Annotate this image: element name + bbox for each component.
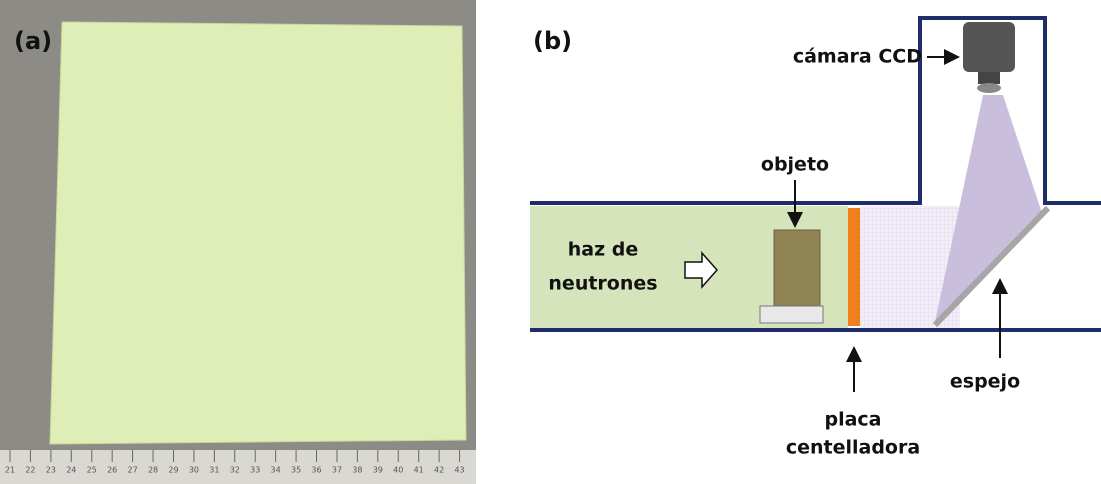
ruler-number: 43 bbox=[454, 466, 464, 475]
label: haz de bbox=[568, 239, 639, 261]
object bbox=[774, 230, 820, 306]
label: neutrones bbox=[548, 273, 657, 295]
ruler-number: 29 bbox=[168, 466, 178, 475]
ruler-number: 38 bbox=[352, 466, 362, 475]
ruler-number: 40 bbox=[393, 466, 403, 475]
ruler-number: 21 bbox=[5, 466, 15, 475]
ruler-number: 41 bbox=[414, 466, 424, 475]
label: espejo bbox=[950, 371, 1020, 393]
figure: (a) 21 22 23 24 25 26 27 28 29 30 31 32 33 34 35 36 37 38… bbox=[0, 0, 1101, 484]
ruler-number: 42 bbox=[434, 466, 444, 475]
camera-lens bbox=[977, 83, 1001, 93]
label: cámara CCD bbox=[793, 46, 922, 68]
ruler-number: 34 bbox=[271, 466, 281, 475]
ruler-number: 37 bbox=[332, 466, 342, 475]
ruler-number: 27 bbox=[128, 466, 138, 475]
panel-label: (a) bbox=[14, 27, 52, 55]
panel-label: (b) bbox=[533, 27, 572, 55]
ruler-number: 26 bbox=[107, 466, 117, 475]
ruler-number: 22 bbox=[25, 466, 35, 475]
ruler-number: 25 bbox=[87, 466, 97, 475]
ruler-number: 28 bbox=[148, 466, 158, 475]
ruler-number: 35 bbox=[291, 466, 301, 475]
ruler-number: 39 bbox=[373, 466, 383, 475]
label: objeto bbox=[761, 154, 829, 176]
scintillator bbox=[848, 208, 860, 326]
ruler-number: 32 bbox=[230, 466, 240, 475]
photo bbox=[0, 0, 476, 484]
label: centelladora bbox=[786, 437, 920, 459]
page: (a) 21 22 23 24 25 26 27 28 29 30 31 32 33 34 35 36 37 38… bbox=[0, 0, 1101, 484]
ruler-number: 31 bbox=[209, 466, 219, 475]
ruler-number: 24 bbox=[66, 466, 76, 475]
label: placa bbox=[824, 409, 881, 431]
ruler-number: 36 bbox=[311, 466, 321, 475]
camera-lens bbox=[978, 72, 1000, 84]
ruler-number: 33 bbox=[250, 466, 260, 475]
camera bbox=[963, 22, 1015, 72]
ruler-number: 30 bbox=[189, 466, 199, 475]
ruler-number: 23 bbox=[46, 466, 56, 475]
object-base bbox=[760, 306, 823, 323]
